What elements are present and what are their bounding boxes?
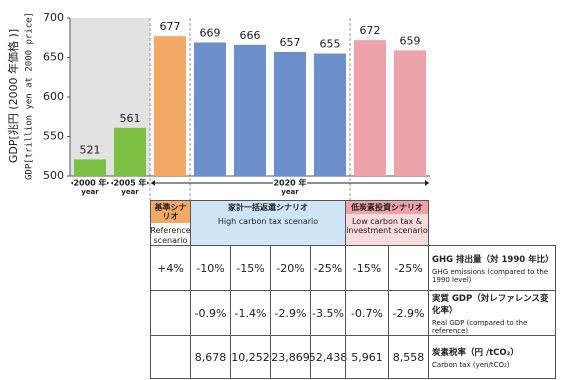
row-label-en: Real GDP (compared to the reference) (432, 318, 528, 335)
bar (394, 50, 426, 176)
scenario-header: 基準シナリオ Reference scenario (150, 200, 191, 246)
scenario-name: 基準シナリオ (151, 201, 190, 224)
bar (354, 40, 386, 177)
row-label-jp: GHG 排出量（対 1990 年比） (432, 254, 554, 265)
y-axis-label-en: GDP[trillion yen at 2000 price] (25, 12, 35, 180)
table-cell: 5,961 (345, 335, 389, 379)
period-label: 2020 年 (273, 178, 306, 188)
y-tick-label: 600 (43, 90, 64, 103)
y-axis-label: GDP[兆円 (2000 年価格 )] (6, 29, 20, 163)
row-label-en: Carbon tax (yen/tCO₂) (432, 360, 510, 369)
value-label: 672 (360, 24, 381, 37)
scenario-en: Reference scenario (150, 226, 191, 245)
scenario-en: Low carbon tax & investment scenario (346, 217, 428, 236)
period-label-bg (273, 177, 307, 189)
table-cell: -15% (345, 245, 389, 291)
table-cell: -0.7% (345, 290, 389, 336)
scenario-header: 家計一括返還シナリオ High carbon tax scenario (190, 200, 346, 246)
table-cell: 23,869 (270, 335, 311, 379)
table-cell: -2.9% (270, 290, 311, 336)
table-cell: +4% (150, 245, 191, 291)
table-cell (150, 335, 191, 379)
table-cell: 52,438 (309, 335, 347, 379)
row-label: 炭素税率（円 /tCO₂） Carbon tax (yen/tCO₂) (428, 335, 556, 379)
value-label: 677 (160, 20, 181, 33)
bar (114, 127, 146, 176)
row-label-en: GHG emissions (compared to the 1990 leve… (432, 267, 549, 284)
bar (314, 53, 346, 176)
table-cell: -1.4% (230, 290, 271, 336)
row-label-jp: 実質 GDP（対レファレンス変化率） (432, 293, 549, 316)
row-label: 実質 GDP（対レファレンス変化率） Real GDP (compared to … (428, 290, 556, 336)
period-label: 2005 年 (113, 178, 146, 188)
bar (274, 51, 306, 176)
y-tick-label: 500 (43, 169, 64, 182)
table-cell: -2.9% (388, 290, 429, 336)
value-label: 666 (240, 29, 261, 42)
period-label-bg (73, 177, 107, 189)
y-tick-label: 650 (43, 51, 64, 64)
row-label: GHG 排出量（対 1990 年比） GHG emissions (compare… (428, 245, 556, 291)
bar (154, 36, 186, 176)
table-cell: -3.5% (310, 290, 346, 336)
bar (234, 44, 266, 176)
value-label: 655 (320, 38, 341, 51)
value-label: 561 (120, 112, 141, 125)
table-cell: 8,558 (388, 335, 429, 379)
table-cell: -25% (310, 245, 346, 291)
period-sublabel: year (81, 188, 99, 196)
period-sublabel: year (121, 188, 139, 196)
period-label-bg (113, 177, 147, 189)
table-cell (150, 290, 191, 336)
bar (74, 159, 106, 176)
table-cell: 10,252 (230, 335, 271, 379)
table-cell: -25% (388, 245, 429, 291)
table-cell: 8,678 (190, 335, 231, 379)
table-cell: -10% (190, 245, 231, 291)
y-tick-label: 700 (43, 11, 64, 24)
scenario-name: 低炭素投資シナリオ (346, 201, 428, 215)
table-cell: -15% (230, 245, 271, 291)
y-tick-label: 550 (43, 130, 64, 143)
row-label-jp: 炭素税率（円 /tCO₂） (432, 347, 519, 358)
value-label: 659 (400, 34, 421, 47)
scenario-name: 家計一括返還シナリオ (191, 201, 345, 215)
table-cell: -0.9% (190, 290, 231, 336)
value-label: 521 (80, 143, 101, 156)
value-label: 657 (280, 36, 301, 49)
bar (194, 42, 226, 176)
period-sublabel: year (281, 188, 299, 196)
chart: GDP[兆円 (2000 年価格 )] GDP[trillion yen at … (6, 11, 430, 200)
period-label: 2000 年 (73, 178, 106, 188)
value-label: 669 (200, 26, 221, 39)
table-cell: -20% (270, 245, 311, 291)
scenario-header: 低炭素投資シナリオ Low carbon tax & investment sce… (345, 200, 429, 246)
scenario-en: High carbon tax scenario (217, 217, 319, 227)
